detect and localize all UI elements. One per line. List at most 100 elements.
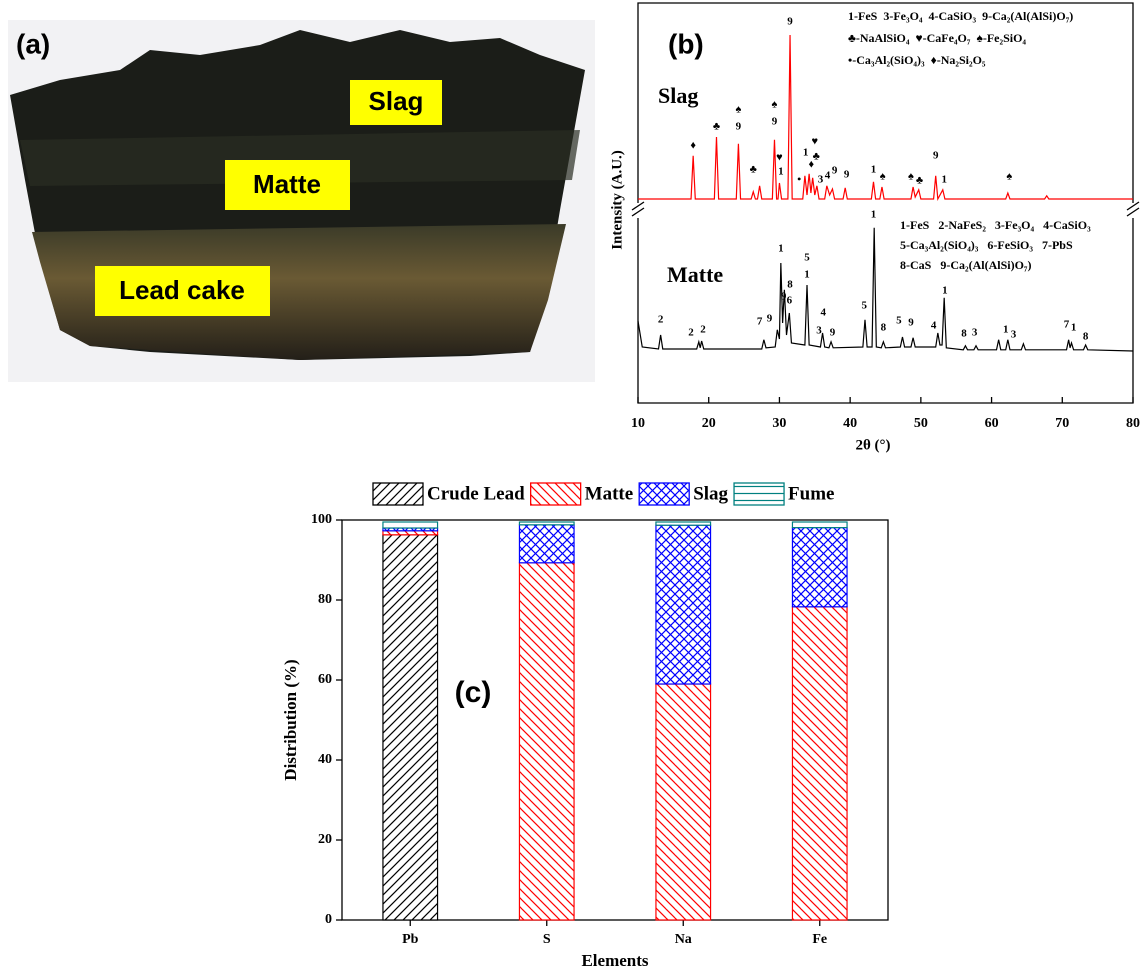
peak-label: ♥ bbox=[812, 135, 819, 147]
panel-label: (b) bbox=[668, 28, 704, 59]
peak-label: ♠ bbox=[735, 104, 741, 116]
peak-label: 7 bbox=[1064, 319, 1070, 331]
peak-label: 9 bbox=[767, 313, 773, 325]
region-label: Slag bbox=[369, 86, 424, 116]
bar-segment bbox=[792, 522, 847, 528]
peak-label: 5 bbox=[862, 299, 868, 311]
phase-legend: 5-Ca₃Al₂(SiO₄)₃ 6-FeSiO₃ 7-PbS bbox=[900, 238, 1073, 252]
phase-legend: 8-CaS 9-Ca₂(Al(AlSi)O₇) bbox=[900, 258, 1032, 272]
peak-label: 1 bbox=[778, 165, 784, 177]
peak-label: 2 bbox=[688, 327, 694, 339]
peak-label: ♣ bbox=[916, 175, 923, 187]
x-tick-label: 50 bbox=[914, 416, 928, 431]
peak-label: ♠ bbox=[908, 171, 914, 183]
legend-swatch bbox=[531, 483, 581, 505]
bar-segment bbox=[656, 684, 711, 920]
figure: Slag Matte Lead cake (a) Intensity (A.U.… bbox=[0, 0, 1143, 973]
peak-label: ♣ bbox=[713, 121, 720, 133]
peak-label: 8 bbox=[881, 321, 887, 333]
peak-label: ♠ bbox=[772, 99, 778, 111]
legend-label: Slag bbox=[693, 483, 728, 504]
peak-label: 1 bbox=[871, 163, 877, 175]
peak-label: 4 bbox=[821, 307, 827, 319]
series-label: Matte bbox=[667, 262, 723, 287]
region-label: Matte bbox=[253, 169, 321, 199]
peak-label: 1 bbox=[803, 147, 809, 159]
peak-label: 1 bbox=[1071, 321, 1077, 333]
series-label: Slag bbox=[658, 83, 698, 108]
y-axis-title: Distribution (%) bbox=[281, 659, 300, 780]
x-axis-title: Elements bbox=[581, 951, 648, 970]
peak-label: 9 bbox=[787, 15, 793, 27]
peak-label: 4 bbox=[931, 319, 937, 331]
photo-panel: Slag Matte Lead cake (a) bbox=[8, 20, 595, 382]
peak-label: 4 bbox=[825, 169, 831, 181]
bar-segment bbox=[519, 563, 574, 920]
phase-legend: •-Ca₃Al₂(SiO₄)₃ ♦-Na₂Si₂O₅ bbox=[848, 53, 986, 67]
phase-legend: ♣-NaAlSiO₄ ♥-CaFe₄O₇ ♠-Fe₂SiO₄ bbox=[848, 31, 1026, 45]
bar-segment bbox=[519, 525, 574, 563]
panel-label: (c) bbox=[455, 676, 492, 709]
region-label: Lead cake bbox=[119, 275, 245, 305]
peak-label: 1 bbox=[778, 243, 784, 255]
peak-label: 8 bbox=[787, 279, 793, 291]
peak-label: 2 bbox=[700, 323, 706, 335]
legend-swatch bbox=[734, 483, 784, 505]
legend-swatch bbox=[373, 483, 423, 505]
peak-label: ♦ bbox=[808, 159, 814, 171]
peak-label: 1 bbox=[804, 269, 810, 281]
peak-label: 3 bbox=[816, 325, 822, 337]
legend-swatch bbox=[639, 483, 689, 505]
panel-label: (a) bbox=[16, 28, 50, 59]
peak-label: 8 bbox=[961, 327, 967, 339]
peak-label: 5 bbox=[896, 315, 902, 327]
x-tick-label: 40 bbox=[843, 416, 857, 431]
peak-label: ♦ bbox=[690, 140, 696, 152]
x-tick-label: Fe bbox=[812, 932, 827, 947]
bar-segment bbox=[792, 607, 847, 920]
peak-label: 1 bbox=[941, 173, 947, 185]
bar-segment bbox=[383, 522, 438, 528]
peak-label: • bbox=[797, 173, 801, 185]
y-tick-label: 100 bbox=[311, 512, 332, 527]
x-tick-label: S bbox=[543, 932, 551, 947]
peak-label: 3 bbox=[972, 327, 978, 339]
peak-label: 6 bbox=[787, 295, 793, 307]
y-tick-label: 0 bbox=[325, 912, 332, 927]
y-tick-label: 20 bbox=[318, 832, 332, 847]
peak-label: 8 bbox=[1083, 331, 1089, 343]
y-tick-label: 80 bbox=[318, 592, 332, 607]
legend-label: Fume bbox=[788, 483, 834, 504]
x-tick-label: Na bbox=[675, 932, 692, 947]
peak-label: 9 bbox=[844, 169, 850, 181]
x-tick-label: 70 bbox=[1055, 416, 1069, 431]
peak-label: 3 bbox=[818, 173, 824, 185]
phase-legend: 1-FeS 3-Fe₃O₄ 4-CaSiO₃ 9-Ca₂(Al(AlSi)O₇) bbox=[848, 9, 1073, 23]
peak-label: 1 bbox=[871, 209, 877, 221]
bar-segment bbox=[656, 525, 711, 684]
legend-label: Crude Lead bbox=[427, 483, 525, 504]
bar-segment bbox=[792, 528, 847, 607]
peak-label: 9 bbox=[933, 149, 939, 161]
peak-label: ♠ bbox=[880, 171, 886, 183]
peak-label: 3 bbox=[1011, 329, 1017, 341]
peak-label: 5 bbox=[804, 251, 810, 263]
peak-label: 9 bbox=[830, 327, 836, 339]
y-tick-label: 40 bbox=[318, 752, 332, 767]
peak-label: 9 bbox=[908, 317, 914, 329]
peak-label: 2 bbox=[658, 313, 664, 325]
phase-legend: 1-FeS 2-NaFeS₂ 3-Fe₃O₄ 4-CaSiO₃ bbox=[900, 218, 1091, 232]
peak-label: 9 bbox=[772, 115, 778, 127]
x-tick-label: 20 bbox=[702, 416, 716, 431]
peak-label: 1 bbox=[1003, 323, 1009, 335]
bar-segment bbox=[519, 522, 574, 525]
y-axis-title: Intensity (A.U.) bbox=[609, 150, 625, 250]
x-tick-label: 10 bbox=[631, 416, 645, 431]
peak-label: ♥ bbox=[776, 151, 783, 163]
x-tick-label: Pb bbox=[402, 932, 419, 947]
x-tick-label: 30 bbox=[772, 416, 786, 431]
peak-label: 9 bbox=[736, 121, 742, 133]
peak-label: 7 bbox=[757, 315, 763, 327]
bar-segment bbox=[656, 522, 711, 525]
x-axis-title: 2θ (°) bbox=[855, 437, 890, 453]
